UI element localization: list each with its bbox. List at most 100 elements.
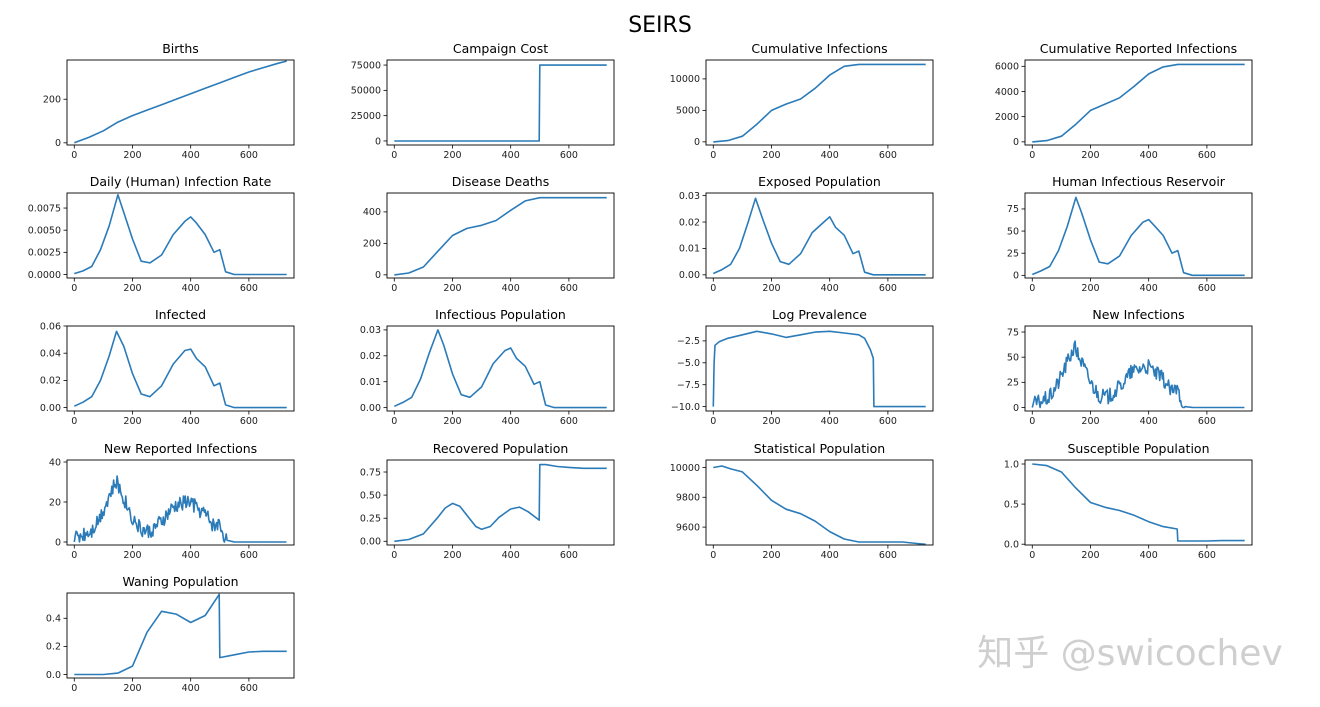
x-tick-label: 200	[1081, 550, 1099, 561]
x-tick-label: 400	[821, 283, 839, 294]
axes-frame	[705, 459, 934, 546]
y-tick-label: 25000	[351, 111, 381, 122]
subplot-14: Statistical Population 0 200 400 600 9600 9800…	[670, 441, 934, 561]
x-tick-label: 200	[762, 283, 780, 294]
x-tick-label: 600	[879, 150, 897, 161]
subplot-0: Births 0 200 400 600 0 200	[43, 41, 295, 161]
y-tick-label: 10000	[670, 463, 700, 474]
subplot-title: Exposed Population	[758, 174, 881, 189]
series-line	[712, 330, 926, 408]
x-tick-label: 0	[71, 550, 77, 561]
axes-frame	[1024, 192, 1253, 279]
subplot-13: Recovered Population 0 200 400 600 0.00 0.25 0.…	[360, 441, 615, 561]
x-tick-label: 200	[443, 416, 461, 427]
x-tick-label: 600	[1198, 150, 1216, 161]
series-line	[74, 60, 287, 144]
x-tick-label: 0	[1029, 283, 1035, 294]
y-tick-label: 50	[1007, 352, 1019, 363]
x-tick-label: 600	[1198, 550, 1216, 561]
watermark: 知乎 @swicochev	[977, 633, 1283, 674]
x-tick-label: 200	[1081, 416, 1099, 427]
y-tick-label: 0	[1013, 403, 1019, 414]
x-tick-label: 400	[182, 416, 200, 427]
y-tick-label: −5.0	[677, 358, 700, 369]
axes-frame	[66, 59, 295, 146]
subplot-3: Cumulative Reported Infections 0 200 400 600…	[995, 41, 1253, 161]
y-tick-label: 75000	[351, 60, 381, 71]
x-tick-label: 600	[240, 283, 258, 294]
x-tick-label: 0	[710, 150, 716, 161]
x-tick-label: 600	[240, 683, 258, 694]
y-tick-label: 0.00	[679, 270, 700, 281]
x-tick-label: 0	[710, 550, 716, 561]
subplot-title: Infectious Population	[435, 307, 566, 322]
y-tick-label: 0.0050	[28, 225, 61, 236]
subplot-title: Human Infectious Reservoir	[1052, 174, 1226, 189]
y-tick-label: 0	[694, 137, 700, 148]
series-line	[712, 197, 926, 276]
x-tick-label: 200	[1081, 150, 1099, 161]
axes-frame	[386, 325, 615, 412]
x-tick-label: 0	[391, 150, 397, 161]
y-tick-label: 0.01	[679, 244, 700, 255]
y-tick-label: 0.5	[1004, 499, 1019, 510]
x-tick-label: 200	[123, 150, 141, 161]
y-tick-label: 25	[1007, 378, 1019, 389]
axes-frame	[1024, 59, 1253, 146]
x-tick-label: 200	[762, 550, 780, 561]
y-tick-label: 0	[55, 537, 61, 548]
x-tick-label: 0	[710, 416, 716, 427]
series-line	[394, 64, 607, 142]
subplot-11: New Infections 0 200 400 600 0 25 50 75	[1007, 307, 1253, 427]
x-tick-label: 400	[502, 416, 520, 427]
x-tick-label: 0	[1029, 550, 1035, 561]
x-tick-label: 400	[502, 550, 520, 561]
axes-frame	[705, 192, 934, 279]
series-line	[1032, 463, 1245, 542]
subplot-title: Campaign Cost	[453, 41, 548, 56]
x-tick-label: 0	[1029, 416, 1035, 427]
subplot-title: Statistical Population	[754, 441, 885, 456]
axes-frame	[1024, 459, 1253, 546]
subplot-12: New Reported Infections 0 200 400 600 0 20 40	[49, 441, 295, 561]
x-tick-label: 600	[240, 550, 258, 561]
x-tick-label: 0	[1029, 150, 1035, 161]
y-tick-label: 0.0	[46, 670, 61, 681]
axes-frame	[386, 459, 615, 546]
subplot-title: Infected	[155, 307, 206, 322]
y-tick-label: 0.50	[360, 490, 381, 501]
y-tick-label: 75	[1007, 327, 1019, 338]
x-tick-label: 0	[710, 283, 716, 294]
y-tick-label: 0.00	[40, 403, 61, 414]
y-tick-label: 0.02	[40, 376, 61, 387]
x-tick-label: 200	[762, 416, 780, 427]
subplot-title: Daily (Human) Infection Rate	[90, 174, 272, 189]
y-tick-label: 9800	[676, 493, 700, 504]
x-tick-label: 600	[879, 283, 897, 294]
x-tick-label: 600	[560, 150, 578, 161]
x-tick-label: 200	[443, 150, 461, 161]
x-tick-label: 200	[123, 683, 141, 694]
x-tick-label: 400	[821, 550, 839, 561]
figure-title: SEIRS	[628, 13, 692, 38]
x-tick-label: 600	[560, 550, 578, 561]
x-tick-label: 400	[1140, 150, 1158, 161]
x-tick-label: 400	[1140, 550, 1158, 561]
axes-frame	[386, 59, 615, 146]
subplot-6: Exposed Population 0 200 400 600 0.00 0.01 0.02…	[679, 174, 934, 294]
x-tick-label: 0	[71, 683, 77, 694]
series-line	[74, 593, 287, 676]
subplot-9: Infectious Population 0 200 400 600 0.00 0.01 0…	[360, 307, 615, 427]
y-tick-label: 2000	[995, 112, 1019, 123]
series-line	[73, 475, 287, 543]
axes-frame	[66, 592, 295, 679]
subplot-title: Log Prevalence	[772, 307, 867, 322]
y-tick-label: 0.01	[360, 377, 381, 388]
x-tick-label: 600	[560, 416, 578, 427]
y-tick-label: 200	[363, 239, 381, 250]
x-tick-label: 600	[879, 550, 897, 561]
series-line	[74, 194, 287, 276]
y-tick-label: −10.0	[671, 402, 700, 413]
